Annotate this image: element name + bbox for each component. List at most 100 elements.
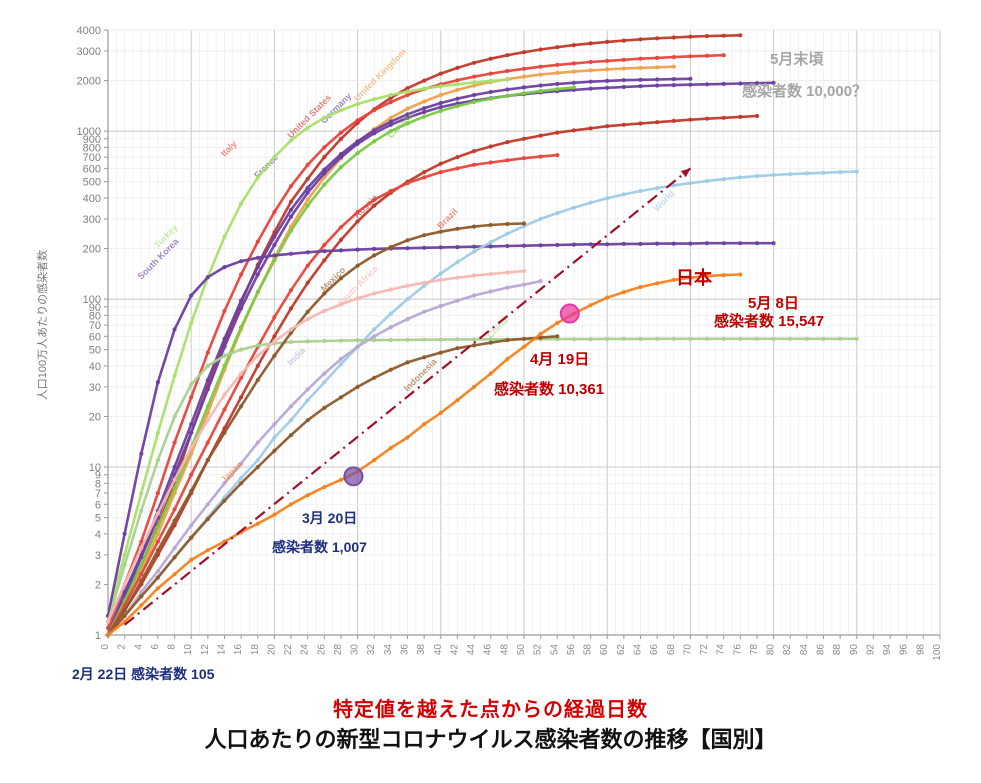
chart-subtitle: 特定値を越えた点からの経過日数: [333, 699, 648, 721]
x-tick-label: 100: [932, 644, 943, 661]
x-tick-label: 10: [183, 644, 194, 656]
x-tick-label: 18: [250, 644, 261, 656]
y-tick-label: 900: [83, 134, 101, 146]
highlight-marker: [559, 303, 580, 324]
gridlines: [107, 29, 941, 636]
y-tick-label: 8: [95, 478, 101, 490]
x-tick-label: 6: [150, 644, 161, 650]
feb22-annotation: 2月 22日 感染者数 105: [72, 666, 215, 682]
x-tick-label: 96: [899, 644, 910, 656]
trend-arrow-head: [680, 168, 691, 178]
x-tick-label: 90: [849, 644, 860, 656]
x-tick-label: 14: [216, 644, 227, 656]
x-tick-label: 26: [316, 644, 327, 656]
x-tick-label: 62: [616, 644, 627, 656]
y-tick-label: 70: [89, 320, 101, 332]
annotation-group: [123, 167, 692, 626]
chart-title: 人口あたりの新型コロナウイルス感染者数の推移【国別】: [204, 727, 777, 752]
x-tick-label: 80: [766, 644, 777, 656]
x-tick-label: 32: [366, 644, 377, 656]
x-tick-label: 42: [449, 644, 460, 656]
x-tick-label: 52: [533, 644, 544, 656]
x-tick-label: 92: [865, 644, 876, 656]
x-tick-label: 36: [400, 644, 411, 656]
x-tick-label: 88: [832, 644, 843, 656]
y-tick-label: 400: [83, 193, 101, 205]
y-tick-label: 4000: [77, 25, 101, 37]
y-tick-label: 200: [83, 244, 101, 256]
x-tick-label: 30: [350, 644, 361, 656]
x-tick-label: 24: [300, 644, 311, 656]
series-label: Japan: [219, 459, 244, 484]
y-tick-label: 60: [89, 331, 101, 343]
highlight-marker: [343, 466, 364, 487]
trend-line: [123, 167, 692, 626]
y-tick-label: 9: [95, 470, 101, 482]
x-tick-label: 54: [549, 644, 560, 656]
x-tick-label: 60: [599, 644, 610, 656]
x-tick-label: 48: [499, 644, 510, 656]
x-tick-label: 58: [583, 644, 594, 656]
y-tick-label: 2000: [77, 76, 101, 88]
x-tick-label: 50: [516, 644, 527, 656]
x-tick-label: 66: [649, 644, 660, 656]
mar20-date-annotation: 3月 20日: [302, 510, 358, 526]
y-tick-label: 500: [83, 177, 101, 189]
forecast-date-annotation: 5月末頃: [770, 51, 824, 68]
x-tick-label: 40: [433, 644, 444, 656]
y-tick-label: 100: [83, 294, 101, 306]
x-tick-label: 56: [566, 644, 577, 656]
apr19-date-annotation: 4月 19日: [530, 351, 590, 368]
y-tick-label: 5: [95, 513, 101, 525]
y-tick-label: 1000: [77, 126, 101, 138]
y-tick-label: 40: [89, 361, 101, 373]
y-tick-label: 2: [95, 579, 101, 591]
y-tick-label: 300: [83, 214, 101, 226]
x-tick-label: 74: [716, 644, 727, 656]
x-tick-label: 64: [632, 644, 643, 656]
x-tick-label: 86: [816, 644, 827, 656]
x-tick-label: 4: [133, 644, 144, 650]
x-tick-label: 28: [333, 644, 344, 656]
chart-titles: 特定値を越えた点からの経過日数 人口あたりの新型コロナウイルス感染者数の推移【国…: [0, 697, 981, 755]
x-tick-label: 22: [283, 644, 294, 656]
x-tick-label: 98: [915, 644, 926, 656]
mar20-value-annotation: 感染者数 1,007: [272, 539, 367, 555]
y-tick-label: 3000: [77, 46, 101, 58]
y-tick-label: 20: [89, 411, 101, 423]
y-tick-label: 600: [83, 163, 101, 175]
x-tick-label: 12: [200, 644, 211, 656]
x-tick-label: 46: [483, 644, 494, 656]
tick-labels: 1234567891020304050607080901002003004005…: [77, 25, 943, 661]
chart-area: 人口100万人あたりの感染者数 United States Italy United…: [37, 25, 943, 661]
y-tick-label: 10: [89, 462, 101, 474]
y-tick-label: 50: [89, 345, 101, 357]
x-tick-label: 68: [666, 644, 677, 656]
x-tick-label: 38: [416, 644, 427, 656]
x-tick-label: 84: [799, 644, 810, 656]
y-tick-label: 6: [95, 499, 101, 511]
series-label: United Kingdom: [352, 47, 408, 103]
x-tick-label: 82: [782, 644, 793, 656]
y-tick-label: 3: [95, 550, 101, 562]
series-label: World: [651, 188, 676, 213]
x-tick-label: 76: [732, 644, 743, 656]
x-tick-label: 34: [383, 644, 394, 656]
x-tick-label: 20: [266, 644, 277, 656]
y-tick-label: 7: [95, 488, 101, 500]
y-tick-label: 700: [83, 152, 101, 164]
y-tick-label: 90: [89, 302, 101, 314]
x-tick-label: 78: [749, 644, 760, 656]
y-tick-label: 4: [95, 529, 101, 541]
y-tick-label: 80: [89, 310, 101, 322]
series-label: Mexico: [319, 265, 348, 294]
apr19-value-annotation: 感染者数 10,361: [494, 381, 605, 398]
may8-date-annotation: 5月 8日: [748, 295, 799, 312]
y-tick-label: 800: [83, 142, 101, 154]
may8-value-annotation: 感染者数 15,547: [714, 313, 825, 330]
series-label: Italy: [219, 139, 239, 159]
x-tick-label: 16: [233, 644, 244, 656]
forecast-value-annotation: 感染者数 10,000？: [742, 83, 868, 100]
